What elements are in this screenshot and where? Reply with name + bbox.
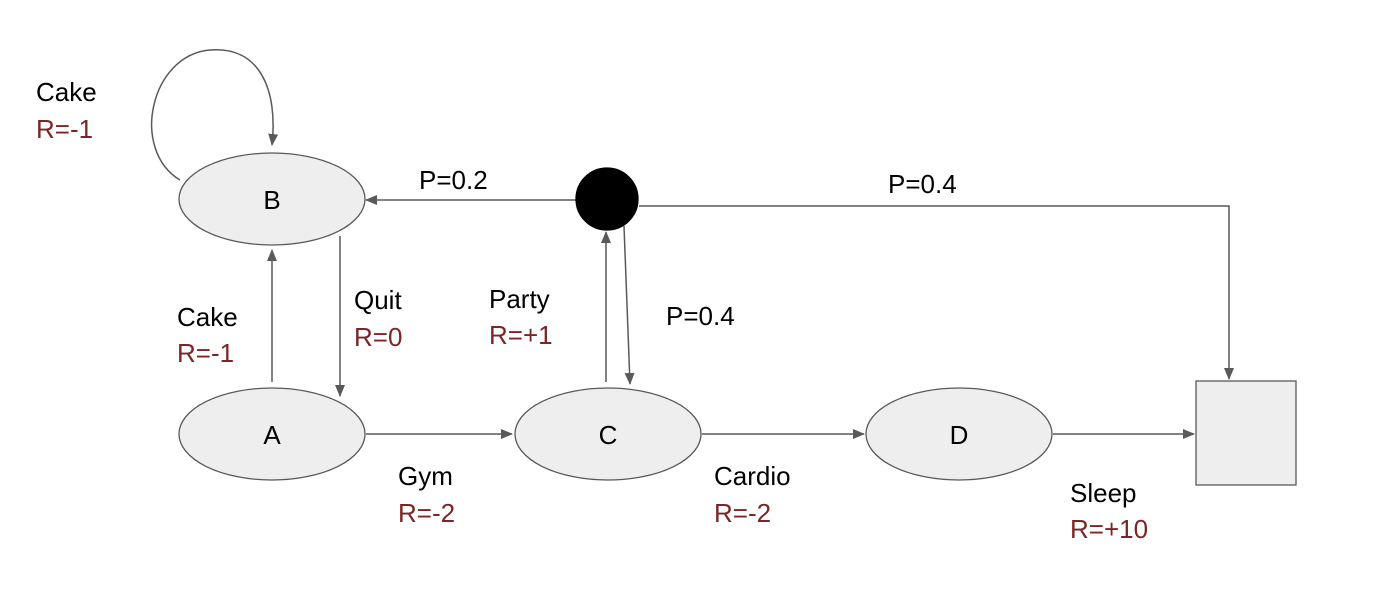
c-to-chance-action: Party	[489, 284, 550, 314]
edge-b-self-loop	[150, 49, 279, 181]
node-d	[865, 387, 1053, 481]
node-a	[178, 387, 366, 481]
b-to-a-reward: R=0	[354, 322, 402, 352]
b-self-loop-reward: R=-1	[36, 114, 93, 144]
d-to-terminal-action: Sleep	[1070, 478, 1137, 508]
a-to-c-reward: R=-2	[398, 498, 455, 528]
a-to-b-action: Cake	[177, 302, 238, 332]
node-a-label: A	[263, 420, 281, 450]
node-c	[514, 387, 702, 481]
a-to-c-action: Gym	[398, 461, 453, 491]
b-to-a-action: Quit	[354, 285, 402, 315]
edge-chance-to-terminal	[639, 205, 1234, 380]
chance-to-terminal-probability: P=0.4	[888, 169, 957, 199]
a-to-b-reward: R=-1	[177, 338, 234, 368]
node-c-label: C	[599, 420, 618, 450]
edge-chance-to-c	[623, 225, 635, 385]
c-to-d-reward: R=-2	[714, 498, 771, 528]
node-b	[178, 152, 366, 246]
c-to-d-action: Cardio	[714, 461, 791, 491]
chance-to-b-probability: P=0.2	[419, 165, 488, 195]
chance-to-c-probability: P=0.4	[666, 301, 735, 331]
b-self-loop-action: Cake	[36, 77, 97, 107]
chance-node	[575, 167, 639, 231]
node-d-label: D	[950, 420, 969, 450]
c-to-chance-reward: R=+1	[489, 320, 553, 350]
terminal-node	[1195, 380, 1297, 486]
d-to-terminal-reward: R=+10	[1070, 514, 1148, 544]
node-b-label: B	[263, 185, 280, 215]
